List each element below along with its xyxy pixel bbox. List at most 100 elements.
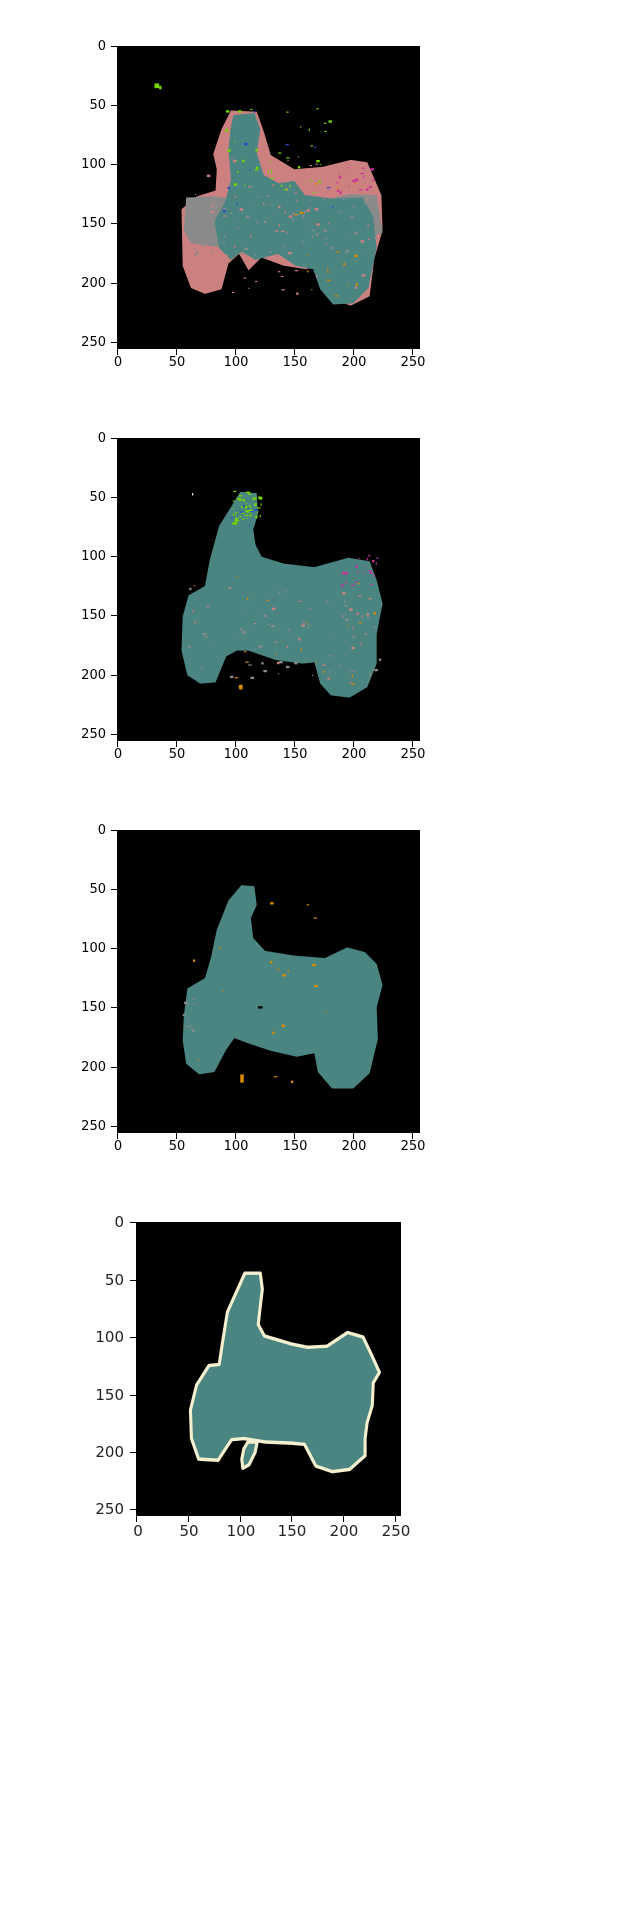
segmentation-noise-pixel bbox=[234, 522, 238, 525]
x-tick-label: 0 bbox=[113, 747, 123, 762]
segmentation-noise-pixel bbox=[313, 917, 318, 919]
main-segmentation-region bbox=[182, 885, 383, 1089]
segmentation-noise-pixel bbox=[352, 179, 355, 183]
segmentation-noise-pixel bbox=[312, 963, 316, 967]
x-tick-mark bbox=[235, 741, 236, 747]
segmentation-noise-pixel bbox=[349, 608, 353, 611]
segmentation-noise-pixel bbox=[336, 187, 339, 189]
segmentation-noise-pixel bbox=[225, 254, 229, 258]
segmentation-noise-pixel bbox=[306, 621, 308, 624]
segmentation-noise-pixel bbox=[360, 642, 362, 646]
segmentation-noise-pixel bbox=[266, 599, 269, 602]
segmentation-noise-pixel bbox=[234, 245, 236, 248]
segmentation-noise-pixel bbox=[233, 490, 236, 493]
segmentation-noise-pixel bbox=[287, 634, 289, 636]
segmentation-noise-pixel bbox=[298, 638, 301, 641]
segmentation-noise-pixel bbox=[353, 196, 356, 198]
segmentation-noise-pixel bbox=[232, 508, 234, 510]
segmentation-noise-pixel bbox=[270, 961, 273, 964]
segmentation-noise-pixel bbox=[354, 182, 357, 184]
segmentation-noise-pixel bbox=[366, 557, 369, 561]
x-tick-mark bbox=[291, 1516, 292, 1522]
segmentation-noise-pixel bbox=[255, 149, 258, 152]
y-tick-label: 50 bbox=[89, 98, 106, 113]
segmentation-noise-pixel bbox=[310, 200, 312, 202]
segmentation-noise-pixel bbox=[196, 620, 199, 622]
segmentation-noise-pixel bbox=[237, 635, 239, 637]
segmentation-noise-pixel bbox=[283, 188, 288, 191]
segmentation-noise-pixel bbox=[240, 511, 244, 513]
segmentation-noise-pixel bbox=[288, 215, 293, 218]
segmentation-noise-pixel bbox=[312, 674, 314, 677]
segmentation-noise-pixel bbox=[245, 661, 249, 663]
segmentation-noise-pixel bbox=[227, 587, 232, 589]
segmentation-noise-pixel bbox=[340, 210, 342, 213]
x-tick-label: 50 bbox=[168, 355, 186, 370]
segmentation-noise-pixel bbox=[256, 166, 259, 170]
segmentation-noise-pixel bbox=[247, 186, 252, 188]
x-tick-mark bbox=[412, 1133, 413, 1139]
segmentation-noise-pixel bbox=[338, 176, 342, 179]
segmentation-noise-pixel bbox=[362, 167, 365, 169]
segmentation-noise-pixel bbox=[243, 142, 248, 146]
segmentation-noise-pixel bbox=[316, 108, 319, 110]
x-tick-mark bbox=[176, 741, 177, 747]
segmentation-noise-pixel bbox=[328, 222, 330, 225]
segmentation-noise-pixel bbox=[296, 292, 299, 295]
segmentation-noise-pixel bbox=[192, 959, 196, 962]
segmentation-noise-pixel bbox=[351, 646, 355, 650]
segmentation-noise-pixel bbox=[267, 623, 270, 626]
segmentation-noise-pixel bbox=[352, 670, 354, 673]
segmentation-noise-pixel bbox=[324, 130, 327, 133]
segmentation-noise-pixel bbox=[327, 677, 330, 680]
x-tick-label: 150 bbox=[282, 1139, 308, 1154]
segmentation-noise-pixel bbox=[285, 143, 289, 146]
segmentation-noise-pixel bbox=[341, 615, 344, 618]
segmentation-noise-pixel bbox=[245, 512, 247, 514]
segmentation-noise-pixel bbox=[249, 514, 252, 516]
segmentation-noise-pixel bbox=[289, 185, 291, 188]
segmentation-noise-pixel bbox=[270, 177, 274, 180]
segmentation-noise-pixel bbox=[342, 592, 346, 595]
segmentation-noise-pixel bbox=[193, 584, 196, 587]
segmentation-noise-pixel bbox=[326, 279, 331, 281]
segmentation-noise-pixel bbox=[183, 1014, 187, 1016]
segmentation-noise-pixel bbox=[286, 645, 289, 649]
y-tick-mark bbox=[111, 556, 117, 557]
segmentation-noise-pixel bbox=[224, 235, 226, 239]
segmentation-noise-pixel bbox=[227, 149, 231, 152]
segmentation-noise-pixel bbox=[277, 661, 280, 665]
segmentation-noise-pixel bbox=[233, 183, 238, 186]
segmentation-noise-pixel bbox=[367, 225, 369, 227]
x-tick-mark bbox=[294, 349, 295, 355]
segmentation-noise-pixel bbox=[194, 193, 197, 196]
segmentation-noise-pixel bbox=[238, 110, 242, 113]
y-tick-label: 150 bbox=[81, 1000, 106, 1015]
chart-panel-1: 0 50 100 150 200 250 0 50 100 150 200 25… bbox=[0, 0, 640, 480]
x-tick-mark bbox=[117, 349, 118, 355]
segmentation-noise-pixel bbox=[351, 588, 354, 590]
segmentation-noise-pixel bbox=[287, 629, 291, 631]
segmentation-noise-pixel bbox=[315, 661, 317, 663]
segmentation-noise-pixel bbox=[210, 252, 214, 254]
segmentation-noise-pixel bbox=[339, 191, 342, 194]
segmentation-noise-pixel bbox=[235, 521, 237, 523]
segmentation-noise-pixel bbox=[307, 608, 312, 610]
segmentation-noise-pixel bbox=[223, 208, 228, 210]
segmentation-noise-pixel bbox=[248, 509, 251, 512]
segmentation-noise-pixel bbox=[371, 179, 376, 181]
segmentation-noise-pixel bbox=[234, 512, 238, 514]
segmentation-noise-pixel bbox=[240, 1074, 244, 1083]
segmentation-noise-pixel bbox=[263, 669, 267, 673]
segmentation-noise-pixel bbox=[381, 604, 383, 607]
x-tick-label: 150 bbox=[277, 1522, 307, 1540]
segmentation-noise-pixel bbox=[244, 651, 247, 653]
segmentation-noise-pixel bbox=[334, 295, 339, 297]
segmentation-noise-pixel bbox=[294, 661, 298, 665]
segmentation-noise-pixel bbox=[331, 206, 334, 208]
segmentation-noise-pixel bbox=[254, 169, 259, 171]
segmentation-noise-pixel bbox=[195, 199, 198, 202]
segmentation-noise-pixel bbox=[314, 208, 319, 211]
segmentation-noise-pixel bbox=[354, 231, 358, 235]
segmentation-noise-pixel bbox=[250, 235, 252, 238]
